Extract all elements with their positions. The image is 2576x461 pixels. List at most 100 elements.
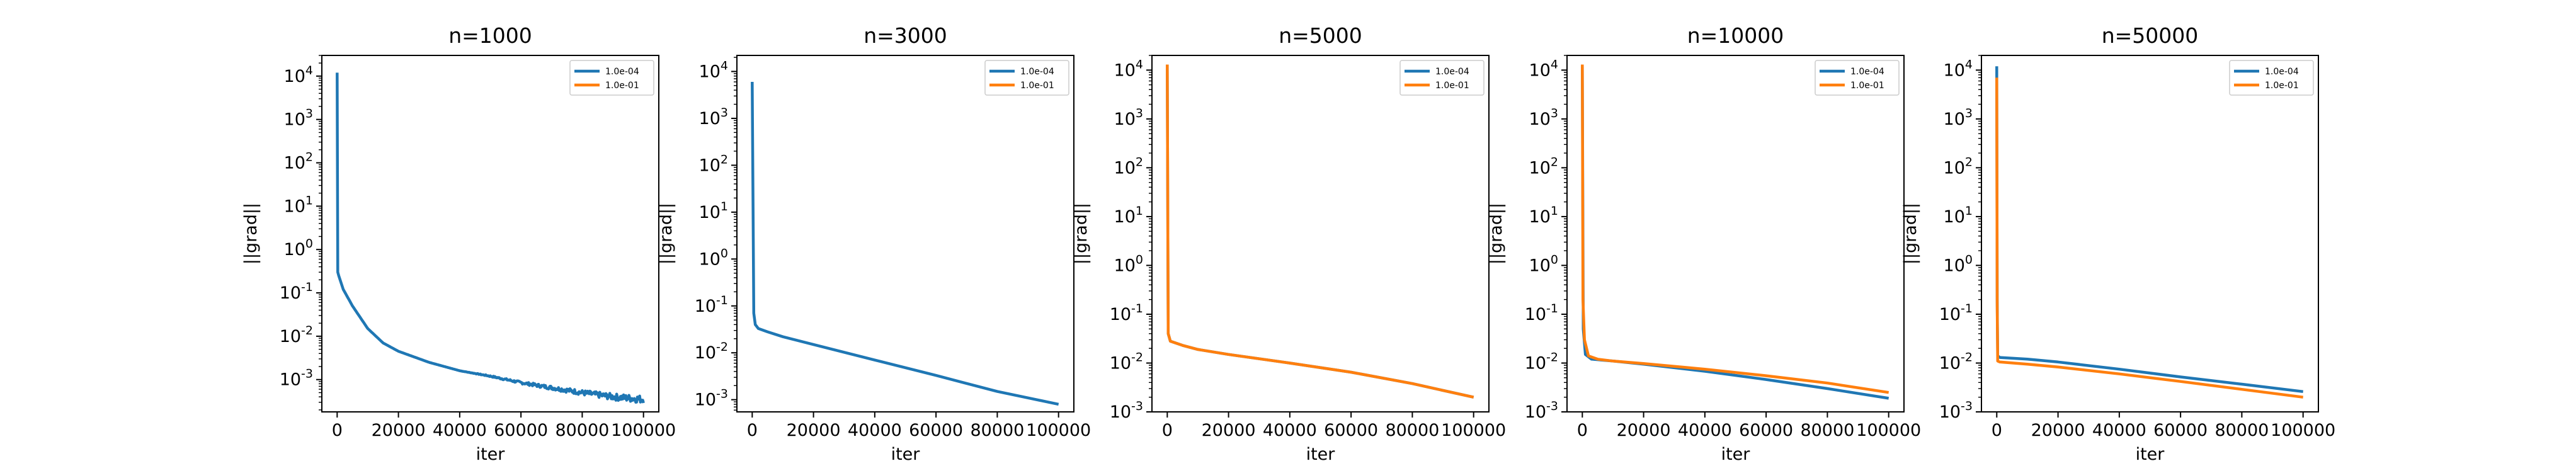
- series-line: [1581, 64, 1889, 394]
- x-tick-label: 0: [1577, 421, 1588, 440]
- x-tick-label: 100000: [1856, 421, 1921, 440]
- legend-label: 1.0e-04: [2265, 67, 2299, 77]
- x-tick-label: 60000: [1739, 421, 1793, 440]
- series-line: [1166, 64, 1474, 399]
- y-tick-label: 101: [699, 200, 728, 222]
- x-tick-label: 80000: [1385, 421, 1439, 440]
- y-tick-label: 10-3: [1939, 399, 1973, 422]
- x-tick-label: 20000: [787, 421, 841, 440]
- y-tick-label: 101: [1944, 204, 1973, 227]
- x-tick-label: 0: [747, 421, 758, 440]
- y-tick-label: 100: [1114, 253, 1143, 275]
- x-axis-label: iter: [2136, 445, 2165, 461]
- chart-title: n=50000: [2102, 23, 2199, 48]
- plot-frame: [321, 55, 659, 413]
- chart-panel-4: n=10000 0 20000 40000 60000 80000 100000 10-3 10…: [1486, 23, 1921, 461]
- y-tick-label: 103: [1944, 106, 1973, 129]
- chart-panel-5: n=50000 0 20000 40000 60000 80000 100000 10-3 10…: [1901, 23, 2335, 461]
- y-tick-label: 102: [699, 152, 728, 175]
- y-tick-label: 103: [1114, 106, 1143, 129]
- y-tick-label: 10-2: [1525, 350, 1558, 373]
- x-tick-label: 40000: [1678, 421, 1732, 440]
- x-axis-label: iter: [891, 445, 921, 461]
- x-tick-label: 80000: [970, 421, 1024, 440]
- y-tick-label: 10-3: [695, 387, 728, 410]
- x-tick-label: 60000: [1324, 421, 1378, 440]
- series-line: [751, 81, 1059, 406]
- x-tick-label: 80000: [2214, 421, 2269, 440]
- legend-label: 1.0e-01: [1435, 81, 1469, 91]
- y-tick-label: 100: [699, 246, 728, 269]
- legend: 1.0e-04 1.0e-01: [1399, 60, 1485, 96]
- y-tick-label: 103: [699, 106, 728, 128]
- y-tick-label: 101: [1529, 204, 1558, 227]
- x-tick-label: 100000: [1026, 421, 1091, 440]
- plot-frame: [1981, 55, 2319, 413]
- x-axis-label: iter: [476, 445, 506, 461]
- x-tick-label: 0: [1162, 421, 1173, 440]
- x-tick-label: 0: [332, 421, 343, 440]
- x-tick-label: 20000: [1202, 421, 1256, 440]
- y-tick-label: 100: [1529, 253, 1558, 275]
- y-axis-label: ||grad||: [241, 203, 261, 265]
- y-tick-label: 10-2: [695, 340, 728, 363]
- legend-label: 1.0e-04: [1020, 67, 1054, 77]
- y-axis-label: ||grad||: [1486, 203, 1506, 265]
- y-tick-label: 10-1: [1110, 302, 1143, 324]
- x-tick-label: 60000: [2153, 421, 2208, 440]
- plot-frame: [1151, 55, 1490, 413]
- legend: 1.0e-04 1.0e-01: [984, 60, 1069, 96]
- y-tick-label: 104: [284, 64, 313, 86]
- x-tick-label: 100000: [611, 421, 676, 440]
- y-axis-label: ||grad||: [1901, 203, 1920, 265]
- legend-label: 1.0e-01: [2265, 81, 2299, 91]
- y-tick-label: 10-3: [1525, 399, 1558, 422]
- y-axis-label: ||grad||: [1071, 203, 1091, 265]
- y-tick-label: 103: [284, 107, 313, 130]
- series-line: [336, 72, 645, 404]
- x-tick-label: 80000: [555, 421, 609, 440]
- y-tick-label: 102: [1529, 155, 1558, 178]
- x-tick-label: 40000: [2092, 421, 2146, 440]
- y-tick-label: 10-3: [1110, 399, 1143, 422]
- y-tick-label: 10-1: [1525, 302, 1558, 324]
- series-line: [1581, 66, 1889, 400]
- series-line: [1995, 77, 2303, 399]
- chart-title: n=5000: [1279, 23, 1362, 48]
- series-line: [1995, 66, 2303, 394]
- chart-title: n=1000: [448, 23, 532, 48]
- legend-label: 1.0e-01: [605, 81, 639, 91]
- x-axis-label: iter: [1721, 445, 1751, 461]
- chart-title: n=10000: [1687, 23, 1784, 48]
- y-tick-label: 102: [284, 151, 313, 173]
- y-tick-label: 103: [1529, 106, 1558, 129]
- legend-label: 1.0e-04: [1435, 67, 1469, 77]
- series-line: [1166, 64, 1474, 399]
- x-tick-label: 20000: [372, 421, 426, 440]
- chart-panel-1: n=1000 0 20000 40000 60000 80000 100000 10-3 10-…: [241, 23, 676, 461]
- legend-label: 1.0e-01: [1020, 81, 1054, 91]
- x-tick-label: 60000: [494, 421, 548, 440]
- y-tick-label: 102: [1944, 155, 1973, 178]
- y-tick-label: 100: [1944, 253, 1973, 275]
- chart-panel-2: n=3000 0 20000 40000 60000 80000 100000 10-3 10-…: [656, 23, 1091, 461]
- chart-panel-3: n=5000 0 20000 40000 60000 80000 100000 10-3 10-…: [1071, 23, 1506, 461]
- y-tick-label: 100: [284, 237, 313, 259]
- legend-label: 1.0e-04: [1850, 67, 1884, 77]
- chart-title: n=3000: [863, 23, 947, 48]
- y-tick-label: 104: [1529, 57, 1558, 80]
- y-axis-label: ||grad||: [656, 203, 676, 265]
- plot-frame: [736, 55, 1074, 413]
- x-tick-label: 60000: [909, 421, 963, 440]
- y-tick-label: 10-3: [280, 367, 313, 390]
- legend: 1.0e-04 1.0e-01: [1815, 60, 1900, 96]
- y-tick-label: 10-1: [280, 280, 313, 303]
- x-tick-label: 40000: [433, 421, 487, 440]
- legend: 1.0e-04 1.0e-01: [569, 60, 654, 96]
- x-tick-label: 40000: [848, 421, 902, 440]
- y-tick-label: 10-1: [695, 293, 728, 316]
- x-axis-label: iter: [1306, 445, 1336, 461]
- x-tick-label: 40000: [1263, 421, 1317, 440]
- y-tick-label: 104: [1114, 57, 1143, 80]
